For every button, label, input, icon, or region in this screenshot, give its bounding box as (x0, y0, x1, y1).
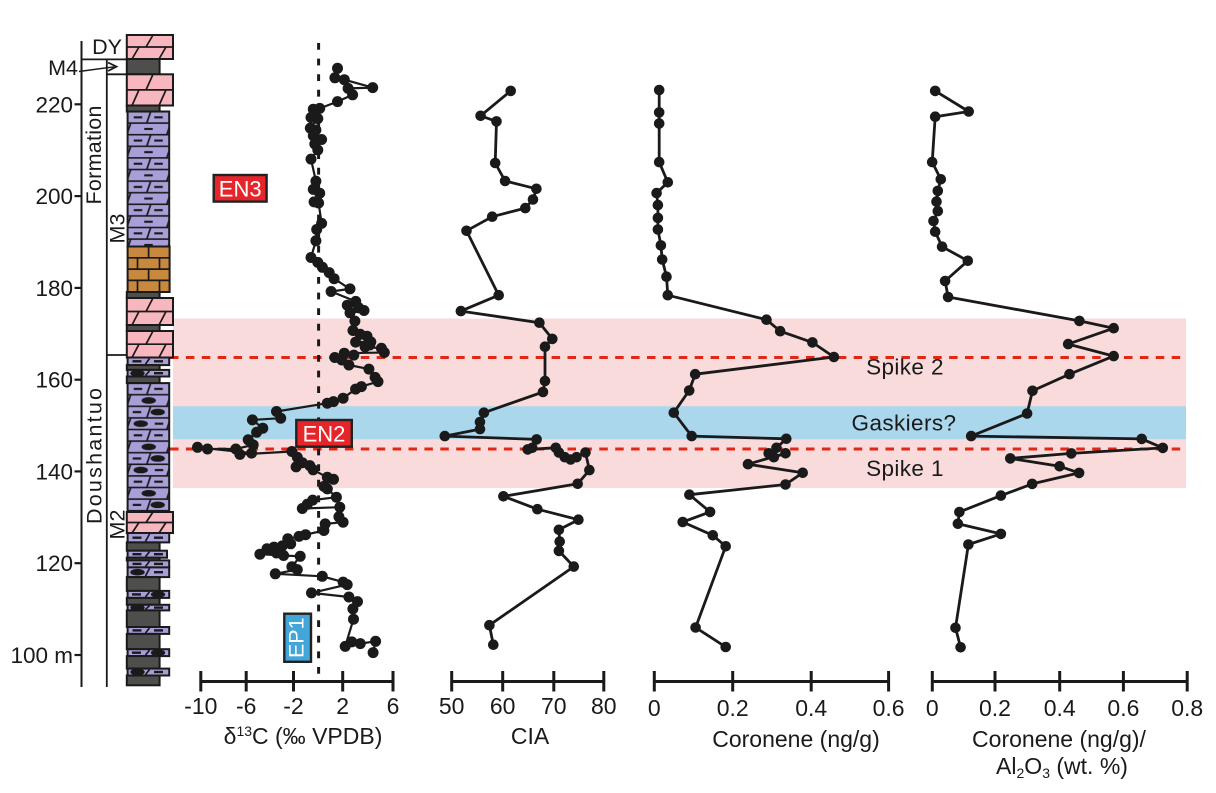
svg-text:Spike 1: Spike 1 (866, 456, 944, 481)
svg-text:EN2: EN2 (303, 422, 346, 447)
svg-text:140: 140 (35, 459, 73, 484)
svg-text:0.6: 0.6 (1107, 695, 1139, 721)
svg-text:Formation: Formation (82, 106, 106, 205)
svg-text:0.4: 0.4 (1044, 695, 1076, 721)
svg-text:-2: -2 (283, 693, 303, 719)
svg-text:Coronene (ng/g)/: Coronene (ng/g)/ (972, 726, 1146, 752)
svg-text:80: 80 (591, 693, 617, 719)
svg-text:M2: M2 (106, 510, 130, 540)
svg-text:M4: M4 (48, 56, 78, 80)
svg-text:0.2: 0.2 (979, 695, 1011, 721)
svg-text:70: 70 (541, 693, 567, 719)
svg-text:Al2O3 (wt. %): Al2O3 (wt. %) (996, 753, 1128, 781)
svg-text:220: 220 (35, 92, 73, 117)
svg-text:6: 6 (387, 693, 400, 719)
svg-text:Doushantuo: Doushantuo (83, 388, 107, 524)
svg-text:-6: -6 (236, 693, 256, 719)
svg-text:0.6: 0.6 (873, 695, 905, 721)
svg-text:CIA: CIA (511, 723, 550, 749)
svg-text:50: 50 (439, 693, 465, 719)
svg-text:0.2: 0.2 (717, 695, 749, 721)
svg-text:0.8: 0.8 (1171, 695, 1203, 721)
svg-text:-10: -10 (184, 693, 217, 719)
svg-text:2: 2 (336, 693, 349, 719)
svg-text:M3: M3 (106, 214, 130, 244)
svg-text:0: 0 (926, 695, 939, 721)
svg-text:Gaskiers?: Gaskiers? (852, 411, 957, 436)
svg-text:120: 120 (35, 551, 73, 576)
svg-text:60: 60 (490, 693, 516, 719)
svg-text:Spike 2: Spike 2 (866, 355, 944, 380)
svg-text:Coronene (ng/g): Coronene (ng/g) (712, 726, 880, 752)
svg-text:EN3: EN3 (219, 177, 262, 202)
svg-text:100 m: 100 m (10, 643, 73, 668)
svg-text:0.4: 0.4 (795, 695, 827, 721)
svg-text:DY: DY (92, 35, 122, 59)
svg-text:200: 200 (35, 184, 73, 209)
svg-text:0: 0 (648, 695, 661, 721)
svg-text:160: 160 (35, 368, 73, 393)
svg-text:180: 180 (35, 276, 73, 301)
svg-text:EP1: EP1 (285, 617, 309, 658)
